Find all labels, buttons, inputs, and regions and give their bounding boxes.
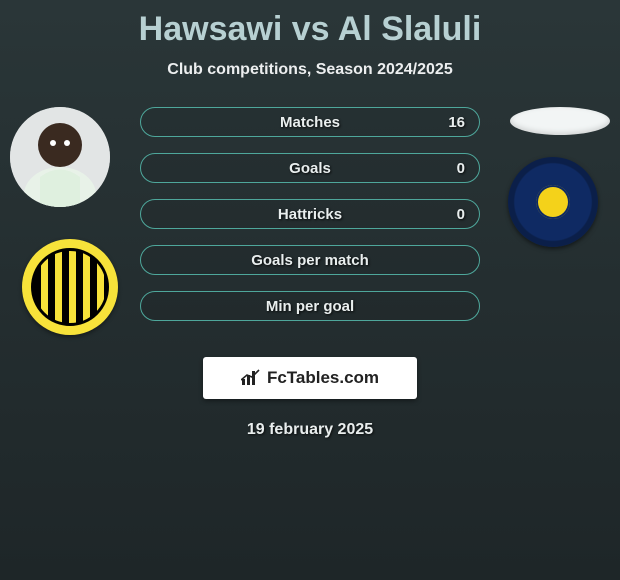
stat-label: Min per goal [266,298,354,315]
stat-label: Goals per match [251,252,369,269]
as-of-date: 19 february 2025 [0,421,620,439]
subtitle: Club competitions, Season 2024/2025 [0,61,620,79]
stat-value-right: 0 [457,160,465,177]
player-left-club-crest [22,239,118,335]
source-badge-text: FcTables.com [267,368,379,388]
stat-value-right: 16 [448,114,465,131]
stat-label: Goals [289,160,331,177]
stat-row-min-per-goal: Min per goal [140,291,480,321]
stat-pill-list: Matches 16 Goals 0 Hattricks 0 Goals per… [140,107,480,337]
source-badge: FcTables.com [203,357,417,399]
player-left-avatar [10,107,110,207]
stat-row-matches: Matches 16 [140,107,480,137]
player-right-club-crest [508,157,598,247]
player-right-avatar [510,107,610,135]
stat-row-goals: Goals 0 [140,153,480,183]
stat-label: Matches [280,114,340,131]
stat-row-goals-per-match: Goals per match [140,245,480,275]
stat-label: Hattricks [278,206,342,223]
bar-chart-icon [241,369,261,387]
page-title: Hawsawi vs Al Slaluli [0,0,620,49]
stat-row-hattricks: Hattricks 0 [140,199,480,229]
stat-value-right: 0 [457,206,465,223]
comparison-panel: Matches 16 Goals 0 Hattricks 0 Goals per… [0,107,620,357]
